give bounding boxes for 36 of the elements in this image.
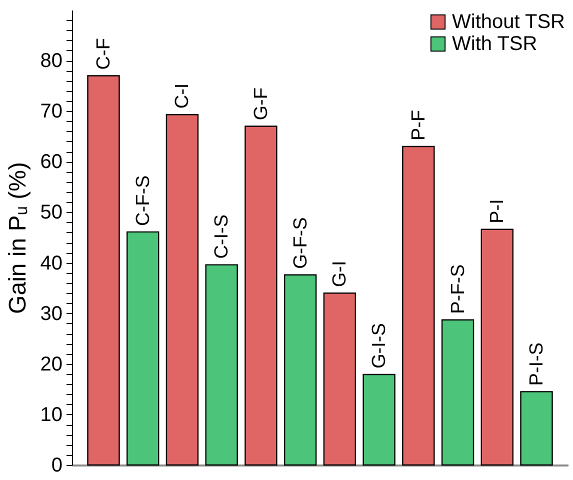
y-tick-label: 30	[40, 302, 62, 325]
bar	[520, 391, 553, 466]
y-tick-label: 0	[51, 454, 62, 476]
y-tick-label: 60	[40, 151, 62, 174]
x-tick-label: G-F	[250, 88, 272, 120]
x-tick-label: G-F-S	[290, 217, 312, 269]
bar	[205, 264, 238, 466]
legend-label: Without TSR	[452, 11, 565, 33]
x-tick-label: G-I	[330, 260, 351, 288]
bar	[362, 374, 396, 466]
y-tick-label: 80	[40, 50, 62, 72]
bar	[441, 319, 474, 466]
x-tick-label: P-I	[487, 199, 508, 224]
legend-label: With TSR	[452, 33, 538, 55]
y-axis-title: Gain in Pᵤ (%)	[4, 162, 32, 314]
bar	[402, 146, 435, 466]
bar	[87, 75, 120, 466]
x-tick-label: C-I	[172, 83, 194, 109]
y-tick-label: 70	[40, 100, 62, 123]
x-tick-label: P-F	[408, 110, 430, 140]
bar	[126, 231, 160, 466]
x-tick-label: G-I-S	[369, 323, 390, 369]
y-tick-label: 10	[40, 404, 62, 426]
x-tick-label: P-F-S	[448, 264, 469, 314]
x-tick-label: C-I-S	[212, 214, 233, 259]
bar	[323, 292, 356, 466]
x-tick-label: C-F-S	[132, 175, 154, 226]
bar	[244, 126, 278, 466]
bar	[284, 274, 317, 466]
bar	[166, 114, 199, 466]
y-tick-label: 50	[40, 202, 62, 224]
bar	[480, 228, 514, 466]
x-tick-label: C-F	[93, 38, 114, 70]
x-tick-label: P-I-S	[526, 342, 548, 386]
y-tick-label: 40	[40, 252, 62, 274]
y-tick-label: 20	[40, 353, 62, 376]
